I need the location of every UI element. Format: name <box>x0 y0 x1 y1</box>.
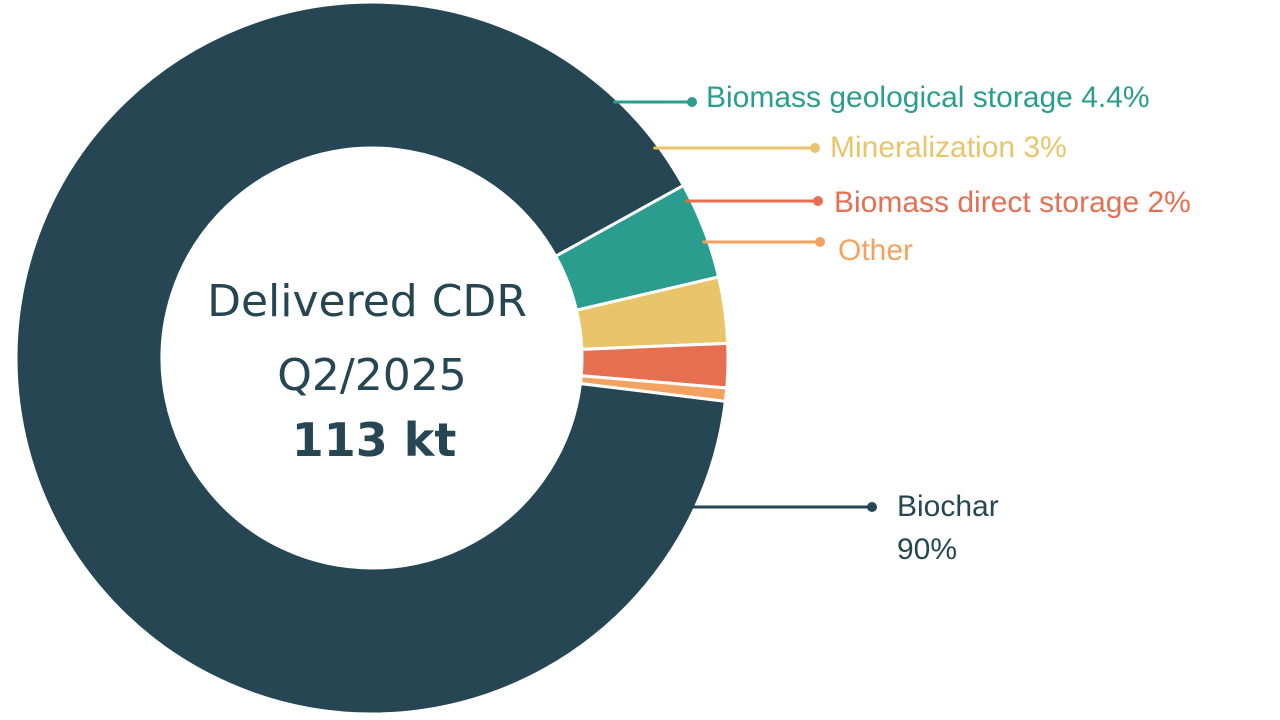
center-title-line2: Q2/2025 <box>277 350 466 401</box>
leader-dot-mineralization <box>810 143 820 153</box>
slice-label-mineralization: Mineralization 3% <box>830 131 1067 164</box>
slice-biochar <box>14 0 728 716</box>
leader-dot-biomass-geological-storage <box>687 97 697 107</box>
leader-dot-biochar <box>867 502 877 512</box>
slice-value-biochar: 90% <box>897 533 957 566</box>
leader-lines <box>613 97 877 512</box>
slice-label-biochar: Biochar <box>897 490 999 523</box>
center-title-line1: Delivered CDR <box>207 276 527 327</box>
leader-dot-other <box>815 237 825 247</box>
slice-labels: Biomass geological storage 4.4% Mineraliz… <box>706 81 1191 566</box>
donut-slices <box>14 0 730 716</box>
slice-label-other: Other <box>838 234 913 267</box>
leader-dot-biomass-direct-storage <box>813 196 823 206</box>
slice-label-biomass-geological-storage: Biomass geological storage 4.4% <box>706 81 1150 114</box>
center-total-value: 113 kt <box>292 413 457 467</box>
slice-label-biomass-direct-storage: Biomass direct storage 2% <box>834 186 1191 219</box>
